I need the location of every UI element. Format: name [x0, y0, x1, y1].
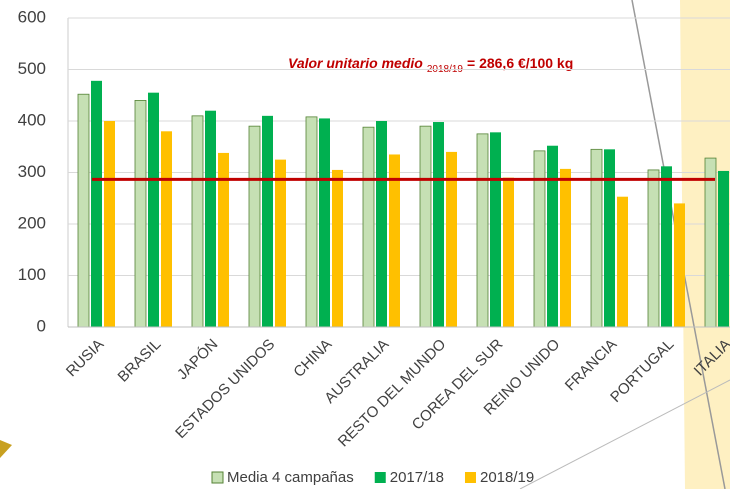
bar: [248, 125, 261, 328]
x-tick-label: RESTO DEL MUNDO: [335, 336, 450, 451]
decoration-line: [519, 379, 730, 489]
bar: [476, 133, 489, 328]
bar: [275, 159, 286, 327]
legend-label: 2018/19: [480, 469, 534, 486]
bar: [433, 122, 444, 327]
annotation: Valor unitario medio 2018/19 = 286,6 €/100…: [288, 55, 573, 75]
x-tick-label: BRASIL: [115, 336, 165, 386]
bar: [262, 115, 273, 327]
bar: [446, 151, 457, 327]
legend-swatch: [374, 472, 386, 483]
bar: [419, 125, 432, 328]
bar: [533, 150, 546, 328]
legend-label: Media 4 campañas: [227, 469, 354, 486]
bar: [161, 131, 172, 327]
y-tick-label: 500: [18, 59, 46, 78]
bar: [376, 121, 387, 327]
y-tick-label: 400: [18, 110, 46, 129]
bar: [617, 196, 628, 327]
bar: [647, 169, 660, 328]
bar: [332, 169, 343, 327]
bar: [77, 93, 90, 328]
bar: [205, 110, 216, 327]
y-tick-label: 300: [18, 162, 46, 181]
bar: [560, 168, 571, 327]
decoration: [0, 440, 12, 458]
y-tick-label: 200: [18, 213, 46, 232]
legend-swatch: [464, 472, 476, 483]
legend-label: 2017/18: [390, 469, 444, 486]
bar: [319, 118, 330, 327]
bar: [191, 115, 204, 328]
bar: [104, 121, 115, 327]
bar: [674, 203, 685, 327]
bar: [362, 126, 375, 328]
bar: [134, 100, 147, 328]
x-tick-label: RUSIA: [63, 336, 107, 380]
x-tick-label: ESTADOS UNIDOS: [172, 336, 278, 442]
bar: [604, 149, 615, 327]
y-tick-label: 100: [18, 265, 46, 284]
bar: [590, 148, 603, 328]
bar: [389, 154, 400, 327]
bar: [218, 152, 229, 327]
y-tick-label: 600: [18, 7, 46, 26]
y-tick-label: 0: [37, 316, 46, 335]
bar: [305, 116, 318, 328]
bar: [91, 80, 102, 327]
x-tick-label: JAPÓN: [174, 336, 221, 383]
bar: [503, 177, 514, 327]
bar: [490, 132, 501, 327]
legend-swatch: [211, 471, 224, 484]
x-tick-label: FRANCIA: [562, 336, 621, 395]
bar: [547, 145, 558, 327]
x-tick-label: CHINA: [290, 336, 335, 381]
bar: [718, 170, 729, 327]
bar: [148, 92, 159, 327]
bar: [661, 166, 672, 327]
bar: [704, 157, 717, 328]
